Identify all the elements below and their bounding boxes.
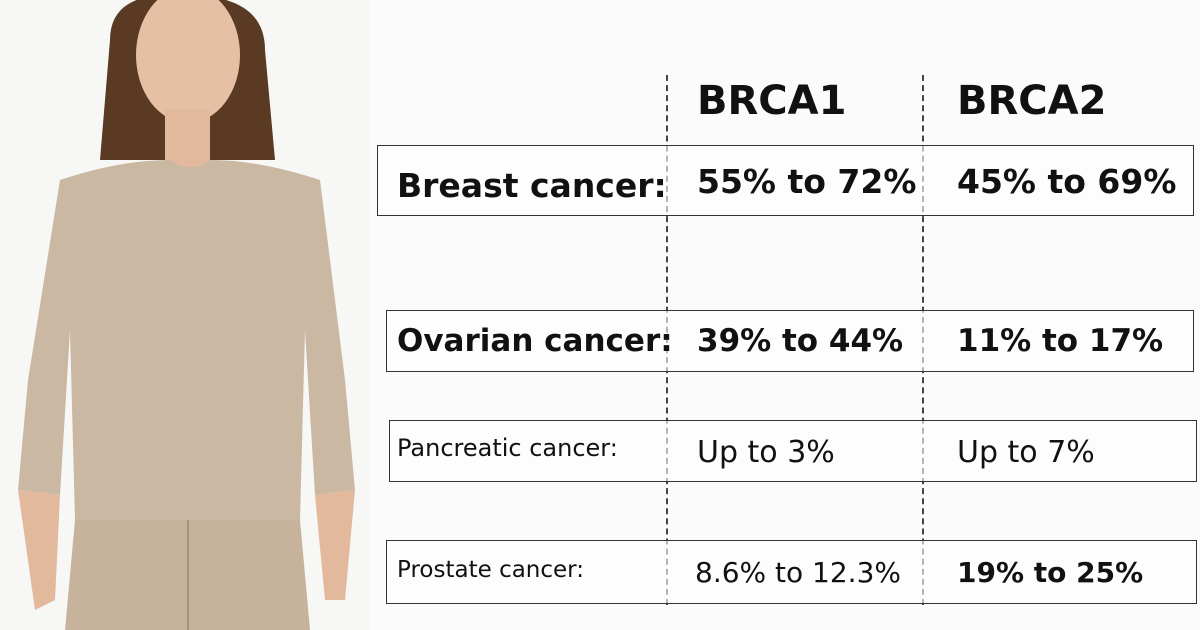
- row-box: [386, 540, 1197, 604]
- row-label: Ovarian cancer:: [397, 323, 673, 359]
- cell: 8.6% to 12.3%: [695, 555, 901, 589]
- cell: Up to 7%: [957, 434, 1095, 470]
- row-label: Pancreatic cancer:: [397, 434, 618, 462]
- row-box: [386, 310, 1194, 372]
- person-photo: [0, 0, 370, 630]
- cell: 11% to 17%: [957, 323, 1164, 359]
- column-header: BRCA1: [697, 78, 847, 124]
- row-box: [389, 420, 1197, 482]
- row-label: Breast cancer:: [397, 165, 667, 205]
- cell: Up to 3%: [697, 434, 835, 470]
- row-box: [377, 145, 1194, 216]
- cell: 55% to 72%: [697, 161, 917, 201]
- row-label: Prostate cancer:: [397, 557, 584, 583]
- column-header: BRCA2: [957, 78, 1107, 124]
- cell: 39% to 44%: [697, 323, 904, 359]
- cell: 19% to 25%: [957, 555, 1144, 589]
- cell: 45% to 69%: [957, 161, 1177, 201]
